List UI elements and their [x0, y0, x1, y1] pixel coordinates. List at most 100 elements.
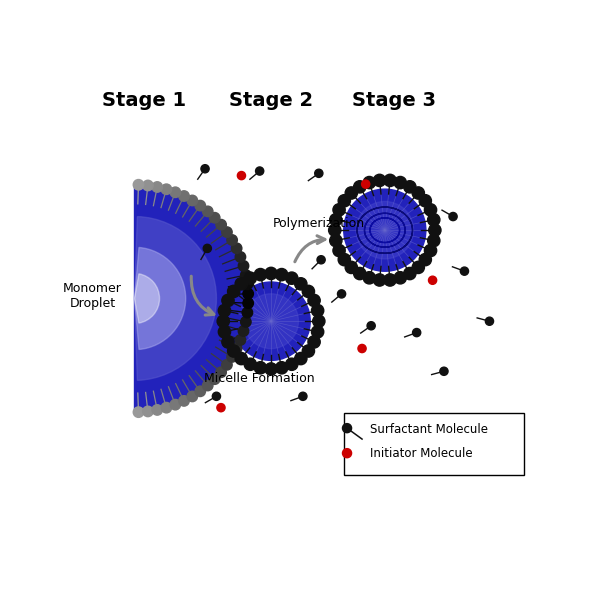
Circle shape	[412, 261, 424, 274]
Circle shape	[235, 278, 248, 290]
Circle shape	[367, 322, 375, 330]
Text: Stage 1: Stage 1	[102, 91, 186, 110]
Circle shape	[254, 362, 267, 374]
Circle shape	[133, 180, 144, 190]
Circle shape	[161, 402, 171, 413]
Circle shape	[178, 191, 189, 202]
Circle shape	[232, 343, 242, 354]
Text: Initiator Molecule: Initiator Molecule	[370, 447, 472, 460]
Circle shape	[232, 282, 310, 361]
Circle shape	[374, 274, 386, 286]
Circle shape	[243, 298, 254, 309]
Circle shape	[308, 294, 320, 307]
Circle shape	[313, 315, 325, 327]
Circle shape	[449, 212, 457, 220]
Circle shape	[363, 272, 375, 284]
Circle shape	[241, 317, 251, 327]
Circle shape	[485, 317, 493, 325]
Circle shape	[419, 254, 431, 266]
Circle shape	[195, 200, 206, 211]
Circle shape	[404, 267, 416, 280]
Circle shape	[302, 345, 314, 357]
Circle shape	[275, 268, 288, 281]
Circle shape	[440, 367, 448, 375]
Text: Monomer
Droplet: Monomer Droplet	[63, 282, 122, 310]
Circle shape	[315, 169, 323, 177]
Circle shape	[394, 272, 407, 284]
FancyBboxPatch shape	[344, 413, 524, 475]
Circle shape	[353, 267, 366, 280]
Circle shape	[142, 180, 153, 191]
Circle shape	[342, 449, 352, 457]
Circle shape	[170, 400, 181, 410]
Circle shape	[242, 279, 252, 290]
Circle shape	[203, 244, 212, 252]
Circle shape	[161, 184, 171, 194]
Circle shape	[254, 268, 267, 281]
Circle shape	[201, 165, 209, 173]
Wedge shape	[135, 184, 248, 413]
Circle shape	[333, 245, 345, 256]
Circle shape	[203, 380, 213, 391]
Circle shape	[265, 267, 277, 280]
Circle shape	[218, 326, 230, 338]
Circle shape	[212, 392, 220, 400]
Circle shape	[428, 224, 441, 236]
Circle shape	[238, 171, 245, 180]
Circle shape	[285, 272, 298, 284]
Circle shape	[133, 407, 144, 417]
Text: Micelle Formation: Micelle Formation	[204, 372, 315, 385]
Circle shape	[242, 307, 252, 318]
Circle shape	[227, 352, 238, 362]
Circle shape	[302, 285, 314, 297]
Circle shape	[238, 261, 249, 271]
Circle shape	[428, 276, 437, 284]
Circle shape	[195, 386, 206, 397]
Circle shape	[275, 362, 288, 374]
Circle shape	[344, 189, 426, 271]
Circle shape	[308, 336, 320, 348]
Circle shape	[227, 235, 238, 245]
Circle shape	[222, 336, 234, 348]
Circle shape	[329, 224, 341, 236]
Circle shape	[362, 180, 370, 189]
Circle shape	[424, 245, 437, 256]
Circle shape	[338, 194, 350, 207]
Circle shape	[412, 187, 424, 199]
Circle shape	[358, 345, 366, 353]
Circle shape	[353, 181, 366, 193]
Circle shape	[356, 202, 414, 259]
Circle shape	[232, 243, 242, 254]
Circle shape	[394, 177, 407, 189]
Circle shape	[345, 187, 358, 199]
Circle shape	[235, 352, 248, 365]
Text: Stage 3: Stage 3	[352, 91, 436, 110]
Circle shape	[222, 227, 232, 238]
Circle shape	[243, 294, 298, 349]
Circle shape	[460, 267, 469, 275]
Circle shape	[241, 269, 251, 280]
Circle shape	[187, 391, 197, 402]
Circle shape	[152, 182, 163, 192]
Circle shape	[330, 235, 342, 247]
Text: Stage 2: Stage 2	[229, 91, 313, 110]
Wedge shape	[135, 248, 186, 349]
Circle shape	[142, 406, 153, 417]
Circle shape	[178, 395, 189, 406]
Circle shape	[295, 352, 307, 365]
Circle shape	[384, 274, 396, 286]
Circle shape	[428, 213, 440, 226]
Circle shape	[285, 358, 298, 371]
Circle shape	[255, 167, 264, 175]
Circle shape	[222, 294, 234, 307]
Circle shape	[243, 288, 254, 299]
Circle shape	[295, 278, 307, 290]
Circle shape	[404, 181, 416, 193]
Circle shape	[218, 304, 230, 317]
Circle shape	[419, 194, 431, 207]
Circle shape	[424, 204, 437, 216]
Wedge shape	[135, 216, 216, 381]
Circle shape	[244, 272, 256, 284]
Circle shape	[333, 204, 345, 216]
Circle shape	[374, 174, 386, 187]
